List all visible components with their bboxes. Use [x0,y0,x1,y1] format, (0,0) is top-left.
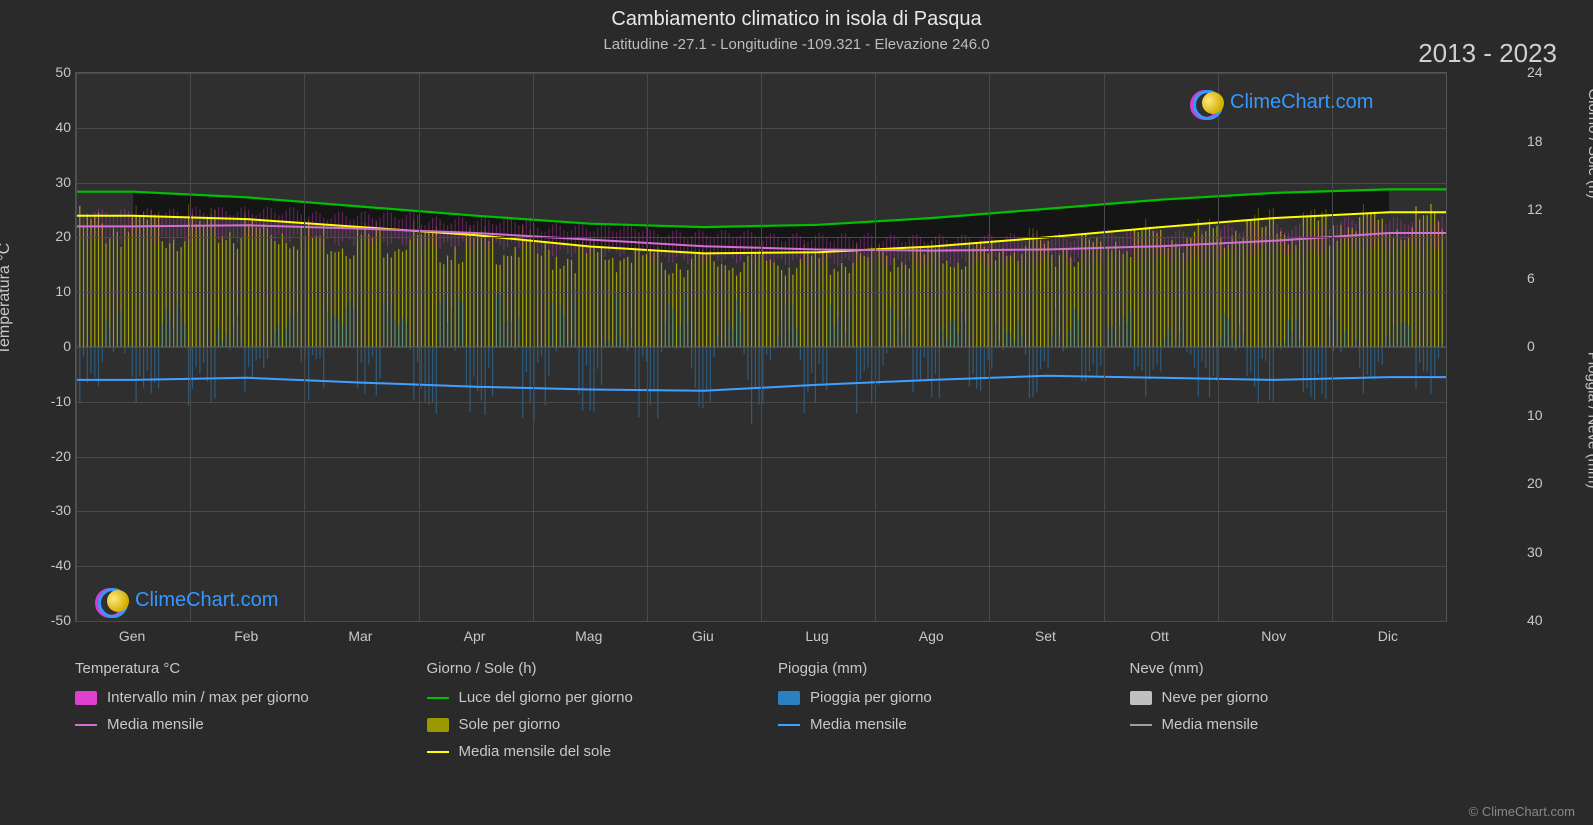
ytick-left: -30 [45,502,71,518]
chart-subtitle: Latitudine -27.1 - Longitudine -109.321 … [0,36,1593,53]
xtick-month: Ott [1150,628,1169,644]
y-axis-right-upper-label: Giorno / Sole (h) [1585,88,1593,198]
line-icon [778,724,800,726]
legend-label: Neve per giorno [1162,689,1269,706]
ytick-left: 30 [45,174,71,190]
legend-rain-mean: Media mensile [778,716,1094,733]
legend-daylight: Luce del giorno per giorno [427,689,743,706]
ytick-left: -10 [45,393,71,409]
watermark-text: ClimeChart.com [135,589,278,612]
watermark-bottom: ClimeChart.com [95,586,278,614]
ytick-right-lower: 30 [1527,544,1553,560]
line-icon [75,724,97,726]
ytick-left: 40 [45,119,71,135]
ytick-left: -50 [45,612,71,628]
swatch-icon [778,691,800,705]
legend-label: Luce del giorno per giorno [459,689,633,706]
ytick-right-lower: 10 [1527,407,1553,423]
legend-temp-range: Intervallo min / max per giorno [75,689,391,706]
swatch-icon [427,718,449,732]
ytick-left: -20 [45,448,71,464]
ytick-right-upper: 0 [1527,338,1553,354]
ytick-right-upper: 6 [1527,270,1553,286]
ytick-right-upper: 12 [1527,201,1553,217]
legend-sunshine: Sole per giorno [427,716,743,733]
ytick-left: -40 [45,557,71,573]
watermark-text: ClimeChart.com [1230,91,1373,114]
legend-snow-daily: Neve per giorno [1130,689,1446,706]
legend-rain-header: Pioggia (mm) [778,660,1094,677]
y-axis-left-label: Temperatura °C [0,243,14,355]
legend-label: Intervallo min / max per giorno [107,689,309,706]
legend-label: Pioggia per giorno [810,689,932,706]
ytick-right-lower: 40 [1527,612,1553,628]
line-icon [427,751,449,753]
legend-label: Media mensile [810,716,907,733]
climate-chart: Cambiamento climatico in isola di Pasqua… [0,0,1593,825]
chart-title: Cambiamento climatico in isola di Pasqua [0,8,1593,31]
swatch-icon [1130,691,1152,705]
legend-snow: Neve (mm) Neve per giorno Media mensile [1130,660,1446,770]
xtick-month: Feb [234,628,258,644]
xtick-month: Gen [119,628,145,644]
ytick-left: 0 [45,338,71,354]
legend-snow-header: Neve (mm) [1130,660,1446,677]
legend-label: Sole per giorno [459,716,561,733]
legend-label: Media mensile [1162,716,1259,733]
line-icon [1130,724,1152,726]
watermark-top: ClimeChart.com [1190,88,1373,116]
legend-sunshine-mean: Media mensile del sole [427,743,743,760]
ytick-left: 10 [45,283,71,299]
ytick-left: 50 [45,64,71,80]
xtick-month: Ago [919,628,944,644]
legend-temp: Temperatura °C Intervallo min / max per … [75,660,391,770]
legend-label: Media mensile del sole [459,743,612,760]
ytick-right-upper: 24 [1527,64,1553,80]
legend: Temperatura °C Intervallo min / max per … [75,660,1445,770]
xtick-month: Nov [1261,628,1286,644]
ytick-right-upper: 18 [1527,133,1553,149]
xtick-month: Dic [1378,628,1398,644]
plot-area [75,72,1447,622]
xtick-month: Giu [692,628,714,644]
xtick-month: Mag [575,628,602,644]
xtick-month: Mar [348,628,372,644]
legend-temp-header: Temperatura °C [75,660,391,677]
legend-label: Media mensile [107,716,204,733]
xtick-month: Set [1035,628,1056,644]
swatch-icon [75,691,97,705]
logo-icon [1190,88,1224,116]
legend-rain: Pioggia (mm) Pioggia per giorno Media me… [778,660,1094,770]
xtick-month: Lug [805,628,828,644]
copyright: © ClimeChart.com [1469,804,1575,819]
legend-temp-mean: Media mensile [75,716,391,733]
legend-rain-daily: Pioggia per giorno [778,689,1094,706]
ytick-left: 20 [45,228,71,244]
legend-day-header: Giorno / Sole (h) [427,660,743,677]
ytick-right-lower: 20 [1527,475,1553,491]
legend-snow-mean: Media mensile [1130,716,1446,733]
logo-icon [95,586,129,614]
xtick-month: Apr [464,628,486,644]
y-axis-right-lower-label: Pioggia / Neve (mm) [1585,352,1593,489]
line-icon [427,697,449,699]
legend-day: Giorno / Sole (h) Luce del giorno per gi… [427,660,743,770]
